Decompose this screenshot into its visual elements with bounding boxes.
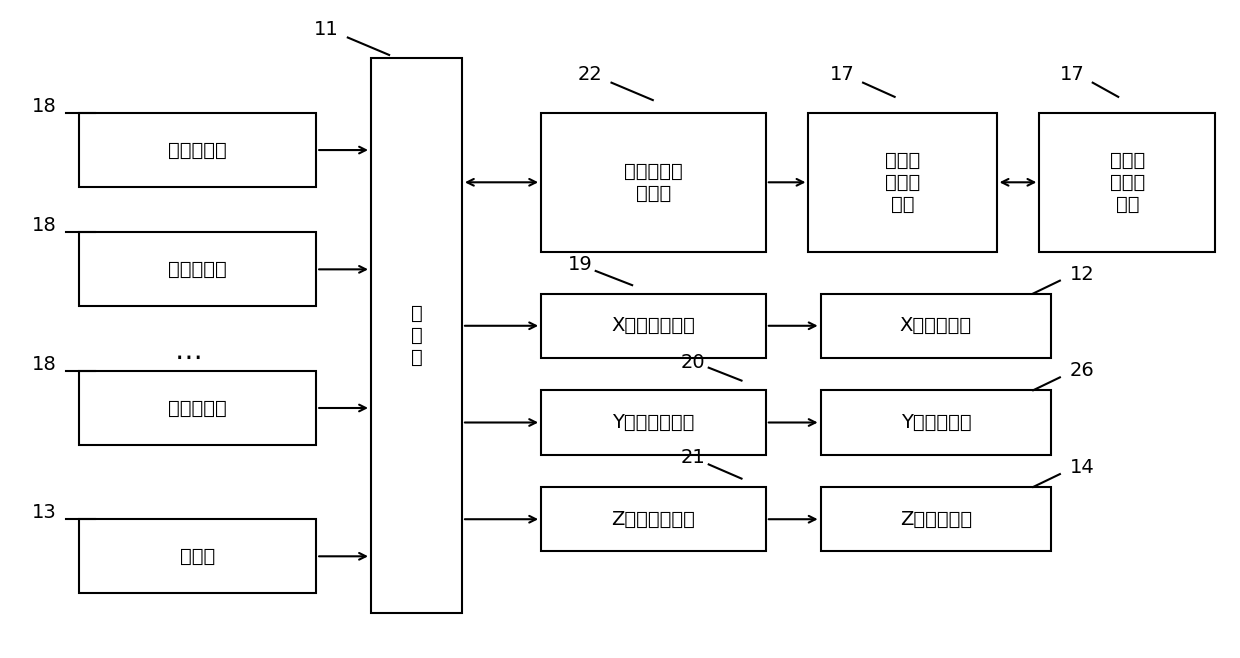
FancyBboxPatch shape — [821, 487, 1052, 551]
FancyBboxPatch shape — [371, 58, 463, 613]
Text: 半导体
加热制
冷片: 半导体 加热制 冷片 — [885, 151, 920, 214]
Text: 18: 18 — [32, 216, 56, 236]
Text: 26: 26 — [1069, 361, 1094, 380]
FancyBboxPatch shape — [541, 293, 766, 358]
FancyBboxPatch shape — [79, 232, 316, 307]
Text: 13: 13 — [32, 503, 56, 522]
Text: X轴电机驱动器: X轴电机驱动器 — [611, 316, 696, 336]
Text: 测温头: 测温头 — [180, 547, 216, 566]
Text: 12: 12 — [1069, 265, 1094, 284]
FancyBboxPatch shape — [821, 390, 1052, 455]
FancyBboxPatch shape — [79, 371, 316, 445]
Text: 21: 21 — [681, 449, 706, 467]
FancyBboxPatch shape — [541, 113, 766, 251]
Text: 温度传感器: 温度传感器 — [169, 260, 227, 279]
Text: 开关控制电
路模块: 开关控制电 路模块 — [624, 162, 683, 203]
FancyBboxPatch shape — [821, 293, 1052, 358]
Text: 18: 18 — [32, 97, 56, 116]
Text: 17: 17 — [830, 64, 854, 84]
Text: 18: 18 — [32, 355, 56, 374]
Text: Z轴移动电机: Z轴移动电机 — [900, 510, 972, 529]
Text: 11: 11 — [314, 20, 339, 39]
Text: 温度传感器: 温度传感器 — [169, 141, 227, 159]
FancyBboxPatch shape — [808, 113, 997, 251]
Text: 14: 14 — [1069, 458, 1094, 477]
FancyBboxPatch shape — [541, 487, 766, 551]
Text: 控
制
器: 控 制 器 — [410, 304, 423, 367]
FancyBboxPatch shape — [1039, 113, 1215, 251]
Text: ⋯: ⋯ — [175, 344, 202, 372]
FancyBboxPatch shape — [79, 519, 316, 594]
Text: Y轴移动电机: Y轴移动电机 — [900, 413, 971, 432]
Text: Z轴电机驱动器: Z轴电机驱动器 — [611, 510, 696, 529]
Text: X轴移动电机: X轴移动电机 — [900, 316, 972, 336]
Text: 17: 17 — [1060, 64, 1085, 84]
Text: 温度传感器: 温度传感器 — [169, 399, 227, 417]
FancyBboxPatch shape — [79, 113, 316, 187]
Text: 22: 22 — [578, 64, 601, 84]
FancyBboxPatch shape — [541, 390, 766, 455]
Text: 19: 19 — [568, 255, 593, 274]
Text: 半导体
加热制
冷片: 半导体 加热制 冷片 — [1110, 151, 1145, 214]
Text: 20: 20 — [681, 353, 706, 372]
Text: Y轴电机驱动器: Y轴电机驱动器 — [613, 413, 694, 432]
